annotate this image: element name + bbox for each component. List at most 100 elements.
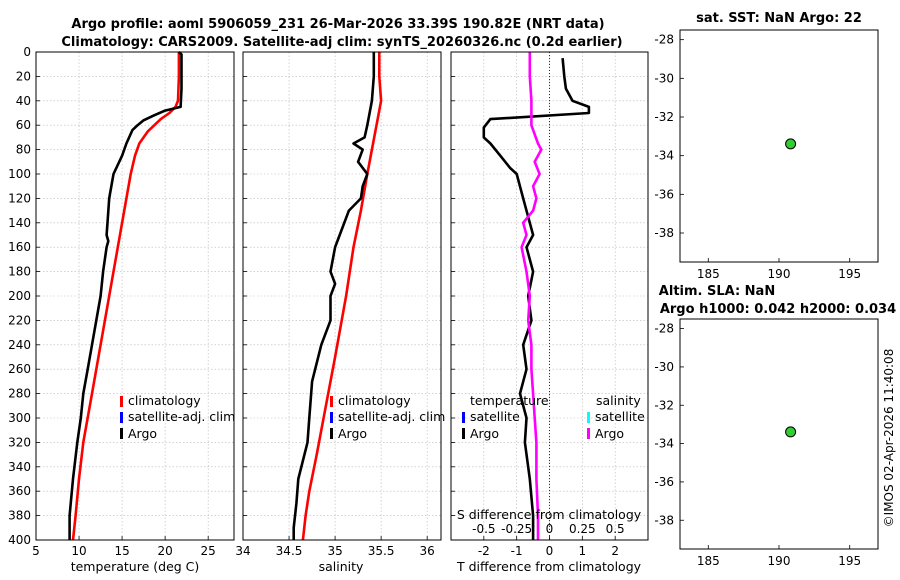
difference-legend: temperature satellite Argo salinity sate… — [462, 393, 645, 441]
legend-temp-satellite: satellite — [470, 409, 520, 424]
x-tick-label: 36 — [420, 544, 435, 558]
x-tick-label: 25 — [201, 544, 216, 558]
series-line-argo — [292, 52, 376, 540]
x-tick-label: 35 — [327, 544, 342, 558]
y-tick-label: 380 — [8, 509, 31, 523]
map-y-tick-label: -28 — [654, 322, 674, 336]
legend-argo-2: Argo — [338, 426, 367, 441]
legend-argo: Argo — [128, 426, 157, 441]
legend-climatology: climatology — [128, 393, 201, 408]
map-y-tick-label: -36 — [654, 475, 674, 489]
temperature-xlabel: temperature (deg C) — [71, 559, 200, 574]
legend-temperature: temperature — [470, 393, 549, 408]
salinity-panel: 34 34.5 35 35.5 36 salinity climatology sate… — [235, 51, 445, 574]
sla-map-panel: -28 -30 -32 -34 -36 -38 185 190 195 — [654, 318, 879, 568]
map-x-tick-label: 195 — [838, 554, 861, 568]
map-y-tick-label: -30 — [654, 71, 674, 85]
top-x-tick-label: 0 — [546, 522, 554, 536]
legend-swatch-sal-satellite — [587, 412, 590, 423]
legend-swatch-argo — [120, 428, 123, 439]
map-x-tick-label: 190 — [768, 267, 791, 281]
difference-xlabel: T difference from climatology — [456, 559, 642, 574]
series-line-temperature-argo — [482, 57, 591, 540]
y-tick-label: 260 — [8, 362, 31, 376]
argo-location-marker — [785, 138, 797, 150]
x-tick-label: 20 — [157, 544, 172, 558]
sla-map-frame — [679, 318, 879, 550]
y-tick-label: 20 — [16, 69, 31, 83]
sst-map-title: sat. SST: NaN Argo: 22 — [696, 11, 862, 26]
y-tick-label: 400 — [8, 533, 31, 547]
map-y-tick-label: -36 — [654, 187, 674, 201]
map-x-tick-label: 185 — [697, 267, 720, 281]
y-tick-label: 180 — [8, 265, 31, 279]
salinity-xlabel: salinity — [319, 559, 364, 574]
y-tick-label: 160 — [8, 240, 31, 254]
imos-timestamp: ©IMOS 02-Apr-2026 11:40:08 — [882, 349, 896, 528]
y-tick-label: 80 — [16, 143, 31, 157]
legend-swatch-climatology-2 — [330, 396, 333, 407]
top-x-tick-label: 0.5 — [606, 522, 625, 536]
legend-swatch-satellite-adj — [120, 412, 123, 423]
map-y-tick-label: -32 — [654, 110, 674, 124]
y-tick-label: 60 — [16, 118, 31, 132]
y-tick-label: 100 — [8, 167, 31, 181]
x-tick-label: -2 — [478, 544, 490, 558]
top-x-tick-label: -0.5 — [472, 522, 495, 536]
map-x-tick-label: 195 — [838, 267, 861, 281]
map-y-tick-label: -38 — [654, 513, 674, 527]
x-tick-label: 34 — [235, 544, 250, 558]
legend-satellite-adj-2: satellite-adj. clim — [338, 409, 445, 424]
x-tick-label: 1 — [579, 544, 587, 558]
legend-swatch-climatology — [120, 396, 123, 407]
y-tick-label: 240 — [8, 338, 31, 352]
temperature-legend: climatology satellite-adj. clim Argo — [120, 393, 235, 441]
figure-title-line2: Climatology: CARS2009. Satellite-adj cli… — [61, 35, 622, 50]
y-tick-label: 120 — [8, 191, 31, 205]
difference-top-xlabel: S difference from climatology — [457, 507, 642, 522]
sla-map-subtitle: Argo h1000: 0.042 h2000: 0.034 — [660, 302, 896, 317]
x-tick-label: 15 — [114, 544, 129, 558]
top-x-tick-label: 0.25 — [569, 522, 596, 536]
difference-panel: -2 -1 0 1 2 -0.5 -0.25 0 0.25 0.5 S difference fr… — [450, 51, 649, 574]
sst-map-frame — [679, 29, 879, 263]
y-tick-label: 320 — [8, 435, 31, 449]
map-y-tick-label: -30 — [654, 360, 674, 374]
x-tick-label: 34.5 — [276, 544, 303, 558]
x-tick-label: 35.5 — [368, 544, 395, 558]
legend-salinity: salinity — [596, 393, 641, 408]
legend-swatch-temp-argo — [462, 428, 465, 439]
y-tick-label: 220 — [8, 313, 31, 327]
y-tick-label: 300 — [8, 411, 31, 425]
argo-location-marker — [785, 426, 797, 438]
y-tick-label: 0 — [23, 45, 31, 59]
y-tick-label: 140 — [8, 216, 31, 230]
legend-temp-argo: Argo — [470, 426, 499, 441]
x-tick-label: 0 — [546, 544, 554, 558]
map-x-tick-label: 185 — [697, 554, 720, 568]
map-y-tick-label: -32 — [654, 398, 674, 412]
legend-satellite-adj: satellite-adj. clim — [128, 409, 235, 424]
sla-map-title: Altim. SLA: NaN — [659, 284, 775, 299]
legend-swatch-satellite-adj-2 — [330, 412, 333, 423]
sst-map-panel: -28 -30 -32 -34 -36 -38 185 190 195 — [654, 29, 879, 281]
top-x-tick-label: -0.25 — [501, 522, 532, 536]
y-tick-label: 280 — [8, 387, 31, 401]
map-y-tick-label: -34 — [654, 149, 674, 163]
map-x-tick-label: 190 — [768, 554, 791, 568]
y-tick-label: 360 — [8, 484, 31, 498]
series-line-climatology — [301, 52, 383, 541]
legend-swatch-argo-2 — [330, 428, 333, 439]
legend-swatch-temp-satellite — [462, 412, 465, 423]
map-y-tick-label: -38 — [654, 226, 674, 240]
legend-sal-satellite: satellite — [595, 409, 645, 424]
x-tick-label: 2 — [611, 544, 619, 558]
x-tick-label: -1 — [511, 544, 523, 558]
x-tick-label: 5 — [32, 544, 40, 558]
map-y-tick-label: -28 — [654, 33, 674, 47]
series-line-argo — [68, 51, 183, 540]
x-tick-label: 10 — [71, 544, 86, 558]
legend-swatch-sal-argo — [587, 428, 590, 439]
series-line-salinity-argo — [520, 52, 543, 540]
